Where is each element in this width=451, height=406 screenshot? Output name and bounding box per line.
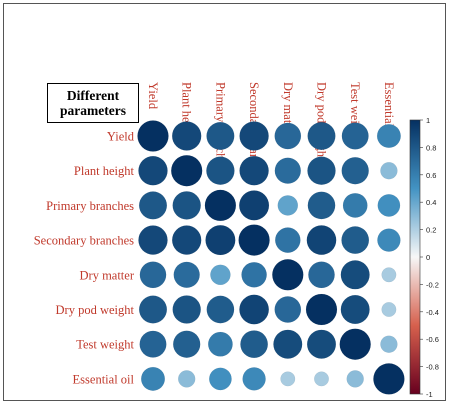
correlation-cell bbox=[380, 161, 398, 180]
correlation-cell bbox=[139, 330, 167, 358]
correlation-cell bbox=[381, 267, 397, 283]
correlation-cell bbox=[272, 259, 304, 291]
colorbar-tick-label: -0.6 bbox=[426, 335, 439, 344]
colorbar-tick-label: 1 bbox=[426, 116, 430, 125]
correlation-cell bbox=[307, 121, 336, 151]
correlation-cell bbox=[240, 330, 269, 359]
correlation-cell bbox=[274, 157, 302, 184]
row-label: Test weight bbox=[76, 338, 134, 352]
correlation-cell bbox=[208, 367, 232, 391]
correlation-cell bbox=[377, 228, 401, 252]
correlation-cell bbox=[380, 335, 398, 353]
correlation-cell bbox=[177, 370, 196, 388]
corner-label-line-1: Different bbox=[66, 88, 120, 103]
correlation-cell bbox=[140, 366, 166, 391]
correlation-cell bbox=[238, 224, 270, 256]
correlation-cell bbox=[381, 301, 397, 318]
correlation-cell bbox=[204, 189, 237, 222]
correlation-cell bbox=[205, 224, 236, 256]
correlation-cell bbox=[306, 225, 337, 256]
correlation-cell bbox=[306, 329, 337, 359]
row-label: Secondary branches bbox=[34, 234, 134, 248]
correlation-cell bbox=[172, 191, 201, 220]
correlation-cell bbox=[173, 261, 200, 289]
correlation-cell bbox=[341, 156, 369, 185]
colorbar-gradient bbox=[409, 119, 421, 395]
correlation-cell bbox=[137, 120, 169, 152]
row-label: Essential oil bbox=[73, 372, 135, 386]
correlation-cell bbox=[239, 155, 269, 186]
correlation-cell bbox=[273, 329, 303, 359]
corner-label-box: Different parameters bbox=[47, 83, 139, 123]
correlation-cell bbox=[171, 225, 202, 255]
correlation-cell bbox=[206, 156, 235, 185]
correlation-cell bbox=[339, 328, 371, 360]
correlation-cell bbox=[313, 371, 330, 387]
correlation-cell bbox=[239, 294, 270, 325]
correlation-cell bbox=[305, 293, 338, 326]
correlation-cell bbox=[210, 264, 231, 286]
correlation-cell bbox=[138, 295, 168, 324]
correlation-cell bbox=[308, 261, 335, 289]
correlation-cell bbox=[376, 123, 401, 149]
correlation-cell bbox=[207, 331, 233, 357]
correlation-cell bbox=[172, 295, 201, 324]
correlation-cell bbox=[341, 226, 370, 255]
correlation-cell bbox=[170, 154, 203, 187]
correlation-cell bbox=[342, 192, 368, 218]
colorbar-tick-label: -0.2 bbox=[426, 280, 439, 289]
correlation-cell bbox=[241, 261, 267, 288]
correlation-cell bbox=[239, 121, 269, 151]
row-label: Plant height bbox=[74, 164, 135, 178]
colorbar-tick-label: 0.4 bbox=[426, 198, 436, 207]
correlation-cell bbox=[377, 193, 401, 217]
correlation-cells bbox=[137, 120, 405, 395]
correlation-cell bbox=[277, 195, 299, 216]
colorbar-tick-label: -1 bbox=[426, 390, 433, 399]
correlation-cell bbox=[238, 190, 270, 221]
correlation-cell bbox=[172, 330, 201, 358]
correlation-cell bbox=[280, 371, 296, 387]
correlation-cell bbox=[242, 367, 266, 391]
column-label: Yield bbox=[146, 82, 160, 110]
correlation-cell bbox=[274, 296, 302, 323]
colorbar-tick-label: 0.2 bbox=[426, 226, 436, 235]
correlation-cell bbox=[274, 122, 302, 150]
colorbar-tick-label: -0.8 bbox=[426, 363, 439, 372]
colorbar-tick-label: 0.6 bbox=[426, 171, 436, 180]
correlation-cell bbox=[341, 122, 369, 150]
correlation-cell bbox=[138, 155, 168, 186]
correlation-cell bbox=[346, 370, 364, 388]
corner-label-line-2: parameters bbox=[60, 103, 126, 118]
row-label: Dry pod weight bbox=[56, 303, 135, 317]
colorbar: 1 0.8 0.6 0.4 0.2 0 -0.2 -0.4 -0.6 -0.8 -1 bbox=[409, 116, 439, 399]
correlation-cell bbox=[274, 227, 301, 253]
correlation-cell bbox=[340, 260, 370, 290]
correlation-cell bbox=[138, 225, 168, 255]
row-label: Primary branches bbox=[46, 199, 134, 213]
correlation-cell bbox=[373, 363, 405, 395]
colorbar-tick-label: 0 bbox=[426, 253, 430, 262]
correlation-cell bbox=[139, 261, 167, 289]
correlation-cell bbox=[206, 121, 235, 151]
colorbar-tick-label: -0.4 bbox=[426, 308, 439, 317]
correlation-cell bbox=[171, 121, 202, 151]
row-labels: Yield Plant height Primary branches Seconda… bbox=[34, 130, 135, 387]
row-label: Yield bbox=[107, 130, 135, 144]
correlation-cell bbox=[340, 294, 370, 325]
correlation-cell bbox=[138, 191, 168, 220]
correlation-cell bbox=[206, 295, 235, 324]
correlation-cell bbox=[307, 156, 336, 185]
correlation-cell bbox=[307, 191, 336, 220]
colorbar-tick-label: 0.8 bbox=[426, 143, 436, 152]
row-label: Dry matter bbox=[80, 268, 135, 282]
